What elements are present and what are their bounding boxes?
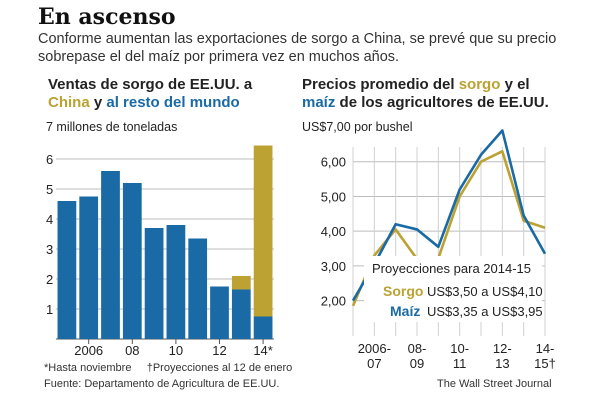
- y-tick-label: 4,00: [321, 224, 346, 239]
- y-tick-label: 5,00: [321, 189, 346, 204]
- left-title-china: China: [48, 94, 90, 111]
- y-tick-label: 6: [46, 152, 53, 167]
- projections-title: Proyecciones para 2014-15: [372, 261, 531, 276]
- left-chart-title: Ventas de sorgo de EE.UU. a China y al r…: [48, 76, 252, 112]
- projections-legend-box: [364, 256, 542, 322]
- x-tick-label-line2: 07: [367, 356, 381, 371]
- right-chart-title: Precios promedio del sorgo y el maíz de …: [302, 76, 549, 112]
- right-title-prefix: Precios promedio del: [302, 76, 455, 93]
- y-tick-label: 6,00: [321, 155, 346, 170]
- bar-china: [231, 276, 251, 290]
- right-title-sorgo: sorgo: [458, 76, 501, 93]
- x-tick-label-line1: 12-: [493, 341, 512, 356]
- left-title-prefix: Ventas de sorgo de EE.UU. a: [48, 76, 253, 93]
- x-tick-label: 14*: [253, 343, 273, 358]
- bar-resto-del-mundo: [188, 238, 208, 339]
- y-tick-label: 5: [46, 182, 53, 197]
- right-y-axis-title: US$7,00 por bushel: [302, 120, 413, 134]
- bar-resto-del-mundo: [144, 228, 164, 339]
- bar-resto-del-mundo: [57, 201, 77, 339]
- y-tick-label: 3: [46, 242, 53, 257]
- y-tick-label: 4: [46, 212, 53, 227]
- page-subtitle: Conforme aumentan las exportaciones de s…: [38, 31, 557, 65]
- bar-resto-del-mundo: [253, 316, 273, 339]
- bar-china: [253, 145, 273, 317]
- x-tick-label-line1: 08-: [408, 341, 427, 356]
- legend-sorgo-label: Sorgo: [383, 283, 423, 299]
- left-title-resto: al resto del mundo: [106, 94, 240, 111]
- right-title-maiz: maíz: [302, 94, 336, 111]
- x-tick-label-line1: 14-: [536, 341, 555, 356]
- x-tick-label: 08: [125, 343, 139, 358]
- x-tick-label-line2: 13: [495, 356, 509, 371]
- bar-resto-del-mundo: [231, 289, 251, 339]
- footnote-hasta: *Hasta noviembre: [44, 362, 132, 374]
- series-line-maiz: [351, 129, 547, 302]
- x-tick-label-line1: 10-: [450, 341, 469, 356]
- legend-maiz-label: Maíz: [390, 303, 420, 319]
- bar-resto-del-mundo: [79, 196, 99, 339]
- x-tick-label: 10: [169, 343, 183, 358]
- source-note: Fuente: Departamento de Agricultura de E…: [44, 378, 280, 390]
- x-tick-label-line2: 09: [410, 356, 424, 371]
- legend-maiz-range: US$3,35 a US$3,95: [427, 304, 543, 319]
- y-tick-label: 2: [46, 272, 53, 287]
- x-tick-label: 2006: [74, 343, 103, 358]
- x-tick-label-line1: 2006-: [358, 341, 391, 356]
- right-title-suffix: de los agricultores de EE.UU.: [339, 94, 549, 111]
- y-tick-label: 3,00: [321, 259, 346, 274]
- page-title: En ascenso: [38, 4, 176, 30]
- credit-note: The Wall Street Journal: [437, 378, 552, 390]
- legend-sorgo-range: US$3,50 a US$4,10: [427, 284, 543, 299]
- bar-resto-del-mundo: [122, 183, 142, 339]
- bar-resto-del-mundo: [210, 286, 229, 339]
- y-tick-label: 2,00: [321, 294, 346, 309]
- y-tick-label: 1: [46, 302, 53, 317]
- bar-resto-del-mundo: [166, 225, 186, 339]
- right-title-mid: y el: [504, 76, 530, 93]
- footnote-row: *Hasta noviembre †Proyecciones al 12 de …: [44, 362, 292, 374]
- left-title-mid: y: [93, 94, 103, 111]
- x-tick-label: 12: [212, 343, 226, 358]
- footnote-proyecciones: †Proyecciones al 12 de enero: [146, 362, 293, 374]
- bar-resto-del-mundo: [101, 171, 120, 339]
- x-tick-label-line2: 15†: [534, 356, 556, 371]
- left-y-axis-title: 7 millones de toneladas: [46, 120, 177, 134]
- x-tick-label-line2: 11: [453, 356, 467, 371]
